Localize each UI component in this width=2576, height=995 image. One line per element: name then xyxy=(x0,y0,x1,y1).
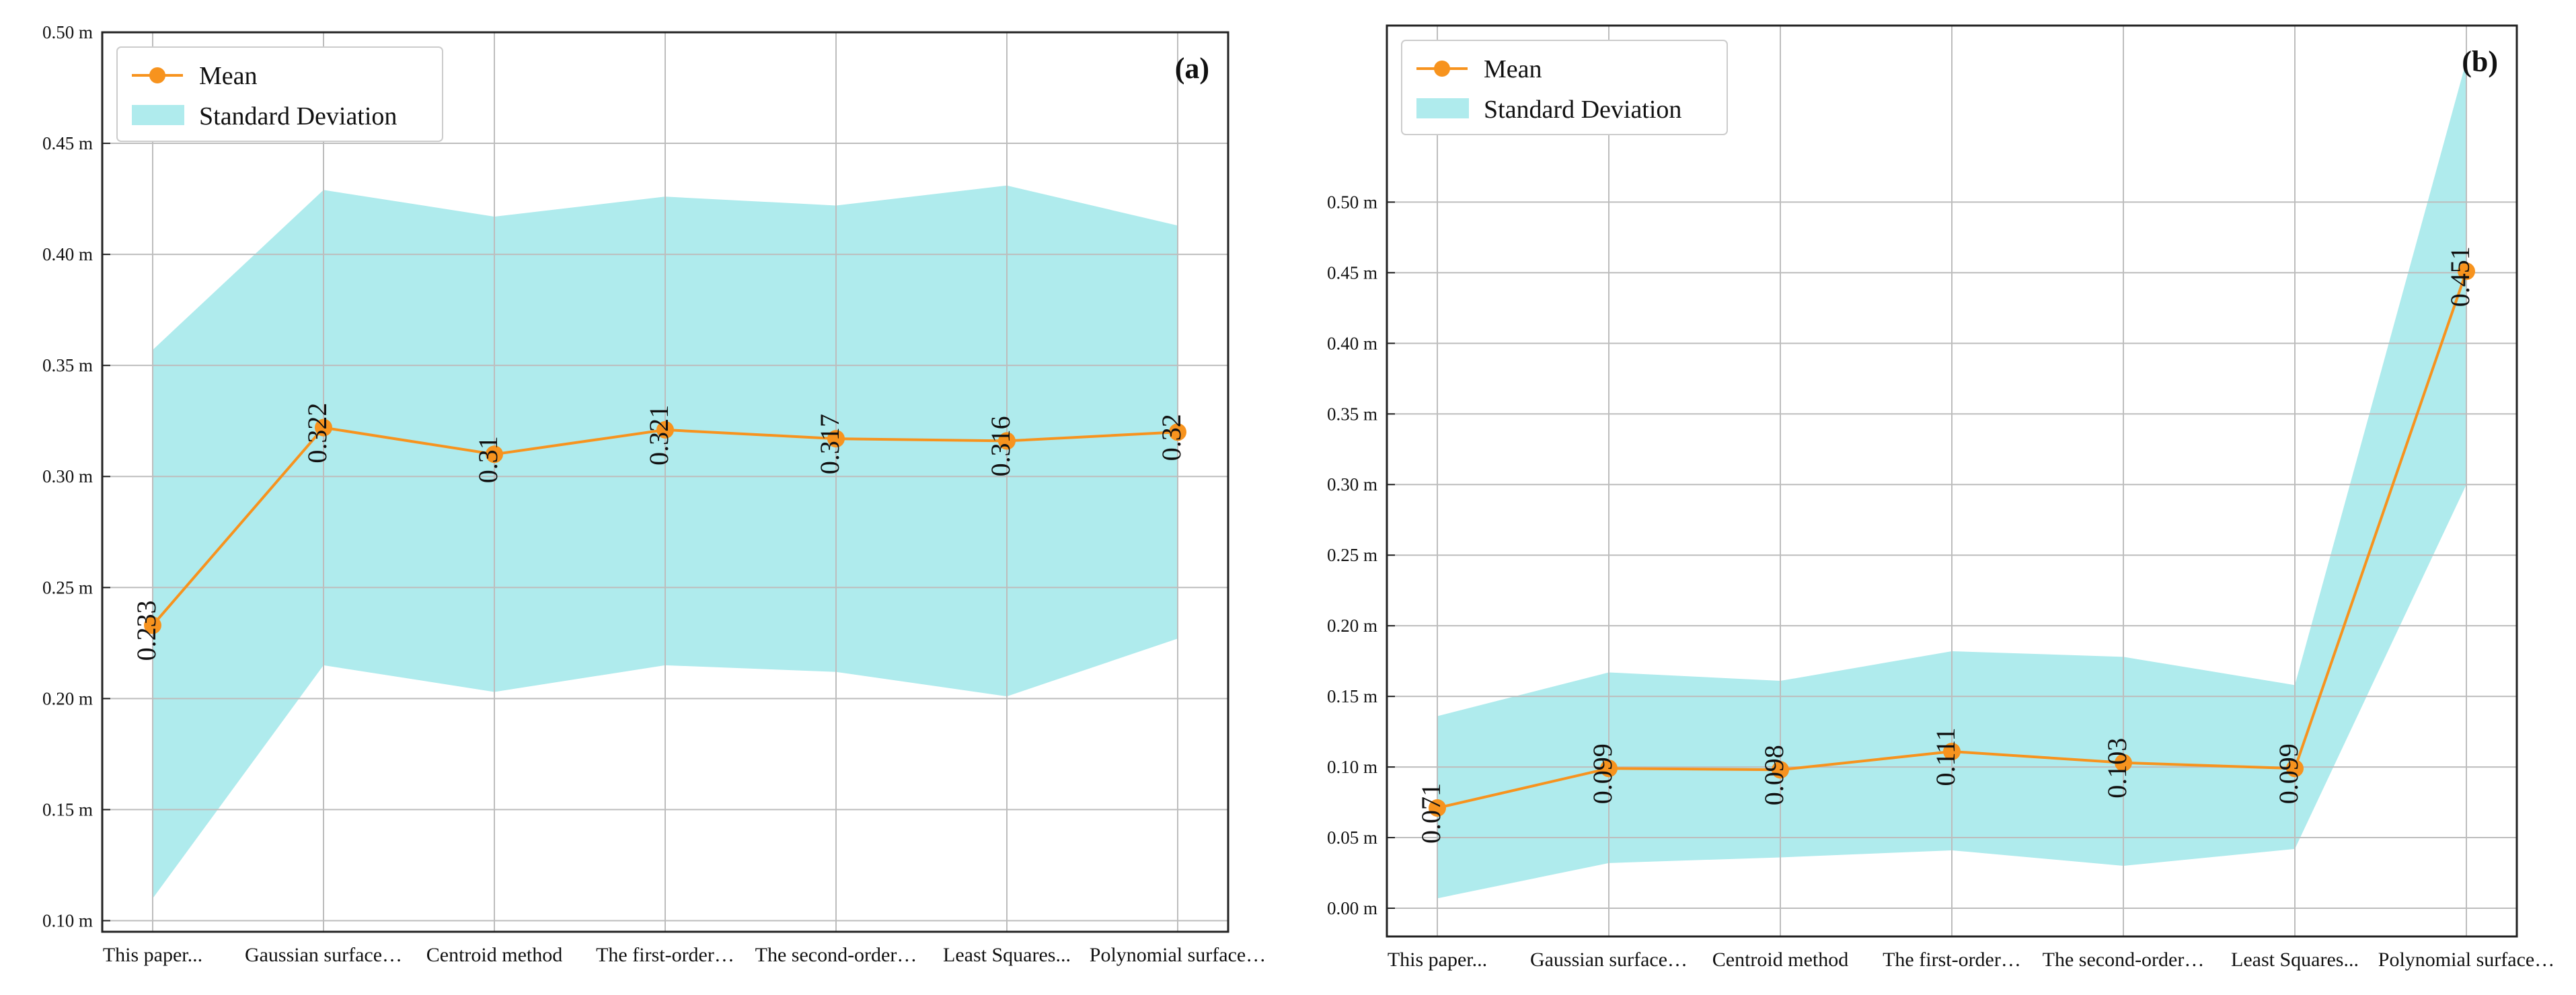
data-label: 0.098 xyxy=(1759,745,1789,805)
x-tick-label: The first-order… xyxy=(1883,949,2021,971)
y-tick-label: 0.30 m xyxy=(1327,474,1377,494)
x-tick-label: The second-order… xyxy=(755,944,917,966)
legend-std-swatch xyxy=(1416,98,1469,118)
data-label: 0.071 xyxy=(1416,783,1446,844)
x-tick-label: This paper... xyxy=(1388,949,1487,971)
data-label: 0.099 xyxy=(2273,743,2304,804)
legend: Mean Standard Deviation xyxy=(116,46,443,142)
y-tick-label: 0.45 m xyxy=(42,133,93,153)
y-tick-label: 0.15 m xyxy=(42,799,93,819)
mean-point xyxy=(998,432,1016,450)
x-tick-label: Polynomial surface… xyxy=(1090,944,1266,966)
y-tick-label: 0.05 m xyxy=(1327,827,1377,848)
data-label: 0.317 xyxy=(815,414,845,474)
legend-box xyxy=(116,46,443,142)
data-label: 0.099 xyxy=(1587,743,1618,804)
x-tick-label: Least Squares... xyxy=(2231,949,2359,971)
legend-mean-marker xyxy=(149,67,165,83)
y-tick-label: 0.25 m xyxy=(42,577,93,597)
chart-panel-b: 0.071 0.099 0.098 0.111 0.103 0.099 0.451 0.00… xyxy=(1327,24,2554,971)
x-tick-label: The second-order… xyxy=(2043,949,2205,971)
y-tick-label: 0.35 m xyxy=(42,355,93,375)
x-tick-label: Polynomial surface… xyxy=(2378,949,2554,971)
mean-point xyxy=(486,445,503,464)
legend: Mean Standard Deviation xyxy=(1401,40,1728,135)
panel-label: (a) xyxy=(1175,52,1209,85)
data-label: 0.32 xyxy=(1156,414,1186,461)
panel-label: (b) xyxy=(2462,45,2498,78)
y-tick-label: 0.10 m xyxy=(1327,757,1377,777)
mean-point xyxy=(2458,262,2475,281)
y-tick-label: 0.50 m xyxy=(1327,192,1377,212)
y-tick-label: 0.35 m xyxy=(1327,404,1377,424)
legend-mean-label: Mean xyxy=(1484,55,1542,83)
mean-point xyxy=(1772,761,1789,779)
mean-point xyxy=(144,616,161,634)
legend-mean-marker xyxy=(1434,61,1450,77)
mean-point xyxy=(656,420,674,439)
y-tick-label: 0.20 m xyxy=(42,688,93,708)
legend-box xyxy=(1401,40,1728,135)
x-tick-label: The first-order… xyxy=(596,944,734,966)
x-tick-label: This paper... xyxy=(103,944,202,966)
x-tick-label: Gaussian surface… xyxy=(1530,949,1688,971)
y-tick-label: 0.20 m xyxy=(1327,616,1377,636)
data-label: 0.111 xyxy=(1930,727,1961,786)
legend-std-swatch xyxy=(132,105,184,125)
y-tick-label: 0.30 m xyxy=(42,466,93,486)
y-tick-label: 0.45 m xyxy=(1327,262,1377,283)
legend-mean-label: Mean xyxy=(199,62,258,90)
x-tick-label: Least Squares... xyxy=(943,944,1071,966)
x-tick-label: Centroid method xyxy=(426,944,562,966)
mean-point xyxy=(1943,743,1961,761)
mean-point xyxy=(2115,753,2132,772)
y-tick-label: 0.50 m xyxy=(42,22,93,42)
legend-std-label: Standard Deviation xyxy=(1484,96,1681,124)
mean-point xyxy=(1169,423,1186,441)
plot-frame xyxy=(1386,24,2518,938)
mean-point xyxy=(827,430,845,448)
data-label: 0.321 xyxy=(644,405,674,466)
chart-panel-a: 0.233 0.322 0.31 0.321 0.317 0.316 0.32 0.10 m… xyxy=(42,22,1266,966)
data-label: 0.233 xyxy=(131,600,161,661)
y-tick-label: 0.40 m xyxy=(42,244,93,264)
mean-point xyxy=(315,418,332,437)
plot-frame xyxy=(101,31,1229,933)
mean-point xyxy=(1600,760,1618,778)
legend-std-label: Standard Deviation xyxy=(199,102,397,131)
mean-point xyxy=(1429,799,1446,817)
data-label: 0.31 xyxy=(473,436,503,483)
y-tick-label: 0.00 m xyxy=(1327,898,1377,918)
x-tick-label: Gaussian surface… xyxy=(245,944,402,966)
x-tick-label: Centroid method xyxy=(1712,949,1848,971)
data-label: 0.451 xyxy=(2445,246,2475,307)
y-tick-label: 0.10 m xyxy=(42,910,93,930)
y-tick-label: 0.25 m xyxy=(1327,545,1377,565)
mean-point xyxy=(2286,760,2304,778)
std-band xyxy=(1437,61,2466,899)
y-tick-label: 0.40 m xyxy=(1327,333,1377,353)
data-label: 0.316 xyxy=(985,416,1016,476)
y-tick-label: 0.15 m xyxy=(1327,686,1377,706)
data-label: 0.322 xyxy=(302,403,332,464)
data-label: 0.103 xyxy=(2102,738,2132,799)
